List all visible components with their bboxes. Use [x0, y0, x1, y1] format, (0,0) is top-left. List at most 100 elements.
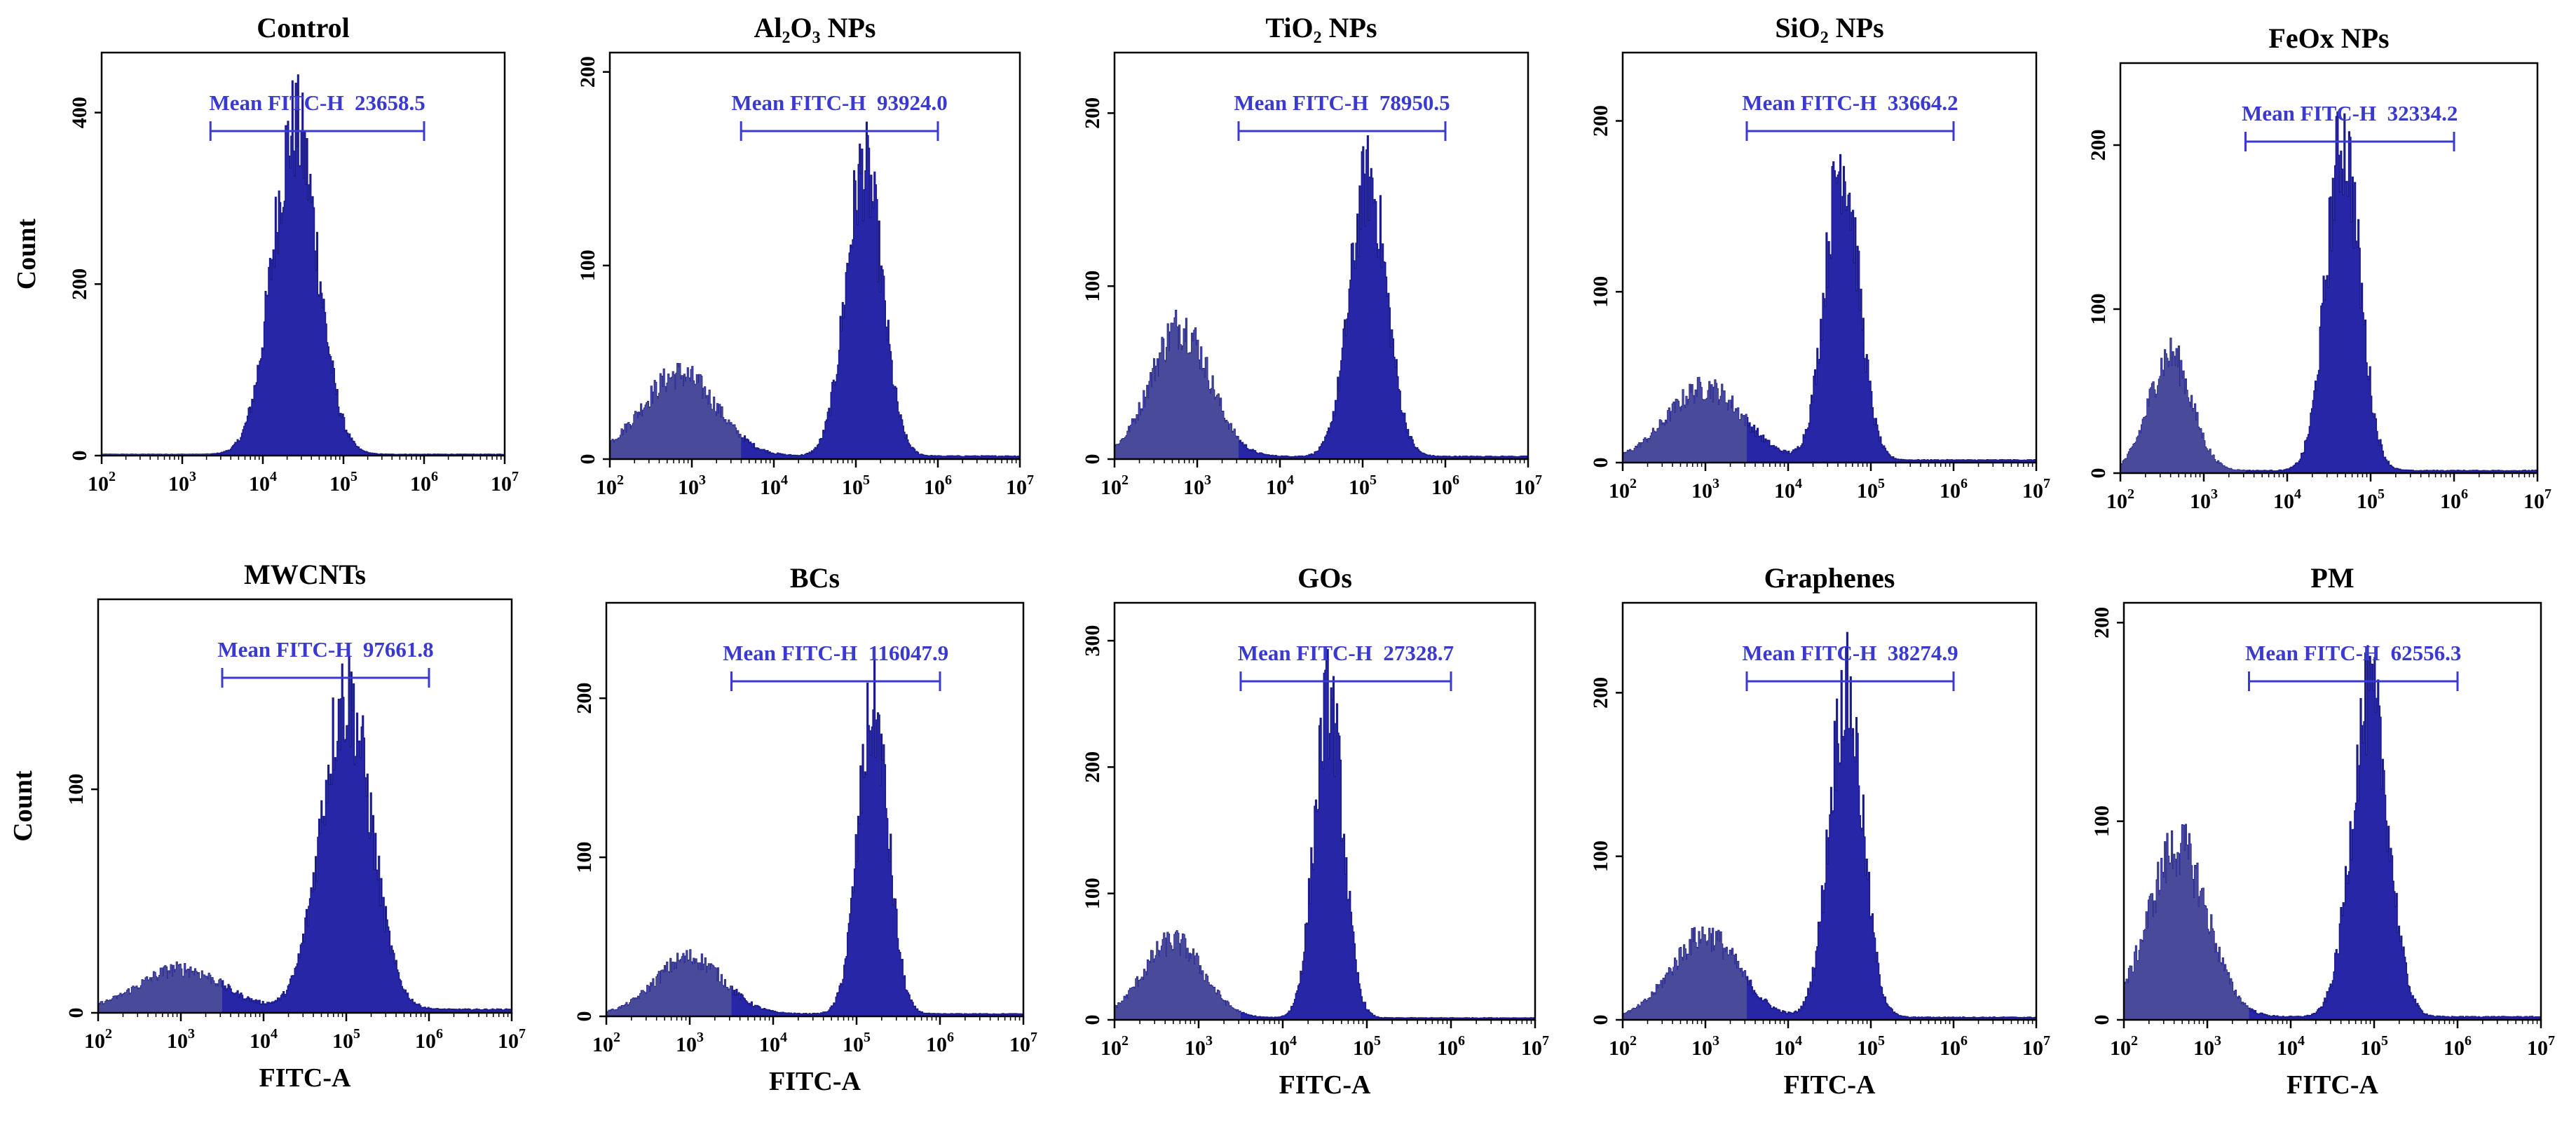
- y-tick-label: 200: [1589, 105, 1612, 137]
- plot-frame: [1621, 51, 2038, 464]
- x-tick-label: 106: [926, 1030, 954, 1056]
- x-tick-label: 102: [2106, 486, 2134, 513]
- gate-label: Mean FITC-H 23658.5: [209, 90, 425, 115]
- gate-label: Mean FITC-H 78950.5: [1234, 90, 1450, 115]
- x-tick-label: 106: [1940, 1033, 1968, 1060]
- x-tick-label: 105: [332, 1026, 360, 1053]
- x-tick-label: 107: [2523, 486, 2551, 513]
- x-tick-label: 103: [1183, 472, 1211, 499]
- plot-frame: [1621, 601, 2038, 1021]
- x-tick-label: 102: [596, 472, 624, 499]
- x-tick-label: 107: [2022, 476, 2050, 503]
- x-tick-label: 105: [329, 469, 357, 496]
- y-tick-label: 100: [576, 250, 599, 281]
- y-tick-label: 0: [576, 454, 599, 465]
- histogram-ungated-region: [1115, 310, 1239, 459]
- x-tick-label: 104: [1269, 1033, 1297, 1060]
- gate-label: Mean FITC-H 38274.9: [1742, 641, 1958, 665]
- x-tick-label: 104: [760, 472, 788, 499]
- panel-title: Al₂O₃ NPs: [754, 12, 876, 43]
- x-tick-label: 106: [1940, 476, 1968, 503]
- x-tick-label: 105: [2360, 1033, 2388, 1060]
- histogram-series: [606, 657, 1024, 1017]
- y-tick-label: 100: [2087, 294, 2110, 325]
- x-tick-label: 105: [842, 472, 870, 499]
- panel-title: PM: [2310, 562, 2354, 594]
- histogram-ungated-region: [610, 363, 742, 459]
- x-tick-label: 104: [1774, 1033, 1802, 1060]
- x-tick-label: 105: [1857, 1033, 1885, 1060]
- plot-frame: [1113, 51, 1529, 461]
- y-tick-label: 400: [68, 97, 91, 128]
- panel-title: MWCNTs: [244, 559, 366, 590]
- x-tick-label: 103: [2190, 486, 2218, 513]
- panel-title: TiO₂ NPs: [1265, 12, 1377, 43]
- y-tick-label: 100: [1589, 840, 1612, 872]
- gate-label: Mean FITC-H 93924.0: [731, 90, 947, 115]
- y-tick-label: 0: [573, 1011, 596, 1022]
- x-tick-label: 107: [2022, 1033, 2050, 1060]
- x-tick-label: 104: [759, 1030, 787, 1056]
- histogram-ungated-region: [1623, 927, 1747, 1020]
- histogram-ungated-region: [606, 950, 732, 1016]
- y-tick-label: 200: [576, 56, 599, 88]
- x-tick-label: 105: [1353, 1033, 1381, 1060]
- x-tick-label: 107: [1009, 1030, 1037, 1056]
- x-tick-label: 102: [1609, 476, 1637, 503]
- y-tick-label: 0: [1081, 1015, 1104, 1025]
- gate-label: Mean FITC-H 33664.2: [1742, 90, 1958, 115]
- y-tick-label: 100: [64, 774, 88, 805]
- x-tick-label: 105: [843, 1030, 871, 1056]
- x-tick-label: 103: [676, 1030, 704, 1056]
- y-tick-label: 100: [573, 842, 596, 873]
- x-tick-label: 103: [168, 469, 196, 496]
- x-axis-label: FITC-A: [2287, 1070, 2378, 1100]
- y-axis-label: Count: [12, 218, 41, 289]
- y-tick-label: 0: [68, 451, 91, 461]
- y-tick-label: 100: [1589, 276, 1612, 308]
- histogram-ungated-region: [2124, 824, 2249, 1020]
- y-tick-label: 100: [1081, 878, 1104, 909]
- x-tick-label: 103: [1185, 1033, 1213, 1060]
- y-tick-label: 0: [64, 1008, 88, 1018]
- panel-title: GOs: [1297, 562, 1352, 594]
- x-axis-label: FITC-A: [259, 1063, 351, 1093]
- y-tick-label: 200: [573, 683, 596, 714]
- histogram-ungated-region: [2120, 338, 2246, 473]
- x-tick-label: 103: [1691, 1033, 1719, 1060]
- gate-label: Mean FITC-H 62556.3: [2245, 641, 2461, 665]
- y-tick-label: 200: [2090, 607, 2113, 639]
- x-tick-label: 107: [491, 469, 519, 496]
- gate-label: Mean FITC-H 27328.7: [1238, 641, 1454, 665]
- x-tick-label: 103: [678, 472, 706, 499]
- histogram-ungated-region: [98, 962, 222, 1013]
- histogram-ungated-region: [1623, 377, 1747, 463]
- panel-title: SiO₂ NPs: [1775, 12, 1883, 43]
- x-tick-label: 102: [88, 469, 116, 496]
- x-tick-label: 102: [1100, 472, 1129, 499]
- x-tick-label: 105: [1857, 476, 1885, 503]
- x-tick-label: 106: [410, 469, 438, 496]
- x-axis-label: FITC-A: [769, 1067, 861, 1096]
- histogram-series: [1622, 154, 2037, 463]
- panel-title: BCs: [790, 562, 840, 594]
- histogram-ungated-region: [1115, 930, 1241, 1020]
- y-axis-label: Count: [8, 770, 38, 842]
- x-tick-label: 107: [1514, 472, 1542, 499]
- y-tick-label: 0: [2087, 468, 2110, 479]
- x-tick-label: 104: [1774, 476, 1802, 503]
- x-tick-label: 106: [2444, 1033, 2472, 1060]
- y-tick-label: 200: [1589, 677, 1612, 709]
- panel-title: Graphenes: [1764, 562, 1895, 594]
- x-tick-label: 104: [2277, 1033, 2305, 1060]
- x-tick-label: 107: [498, 1026, 526, 1053]
